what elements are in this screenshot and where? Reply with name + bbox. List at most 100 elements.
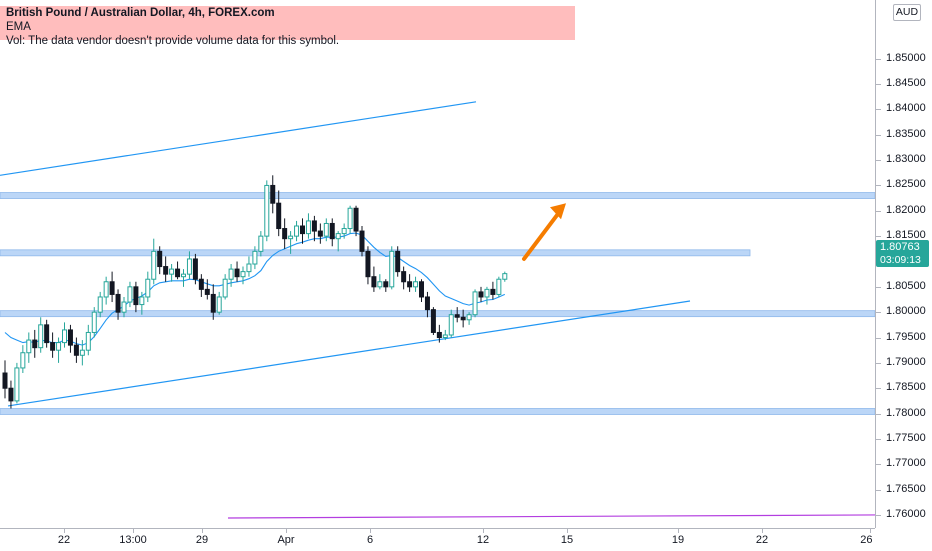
candle-body (103, 281, 109, 298)
price-tick-label: 1.80000 (886, 305, 926, 318)
volume-note: Vol: The data vendor doesn't provide vol… (6, 35, 340, 47)
price-tick-label: 1.81500 (886, 229, 926, 242)
candle-body (234, 268, 240, 278)
candle-body (157, 250, 163, 268)
price-tick-mark (876, 489, 881, 491)
price-tick-label: 1.76000 (886, 507, 926, 520)
price-tick-mark (876, 210, 881, 212)
price-tick-mark (876, 286, 881, 288)
last-price-tag: 1.80763 03:09:13 (876, 240, 929, 267)
candle-body (127, 286, 133, 303)
candle-body (26, 339, 32, 354)
time-tick-mark (567, 529, 568, 533)
candle-body (121, 301, 127, 313)
time-axis[interactable]: 22 13:00 29 Apr 6 12 15 19 22 26 (0, 528, 875, 551)
price-tick-mark (876, 388, 881, 390)
candle-body (228, 268, 234, 280)
candle-body (424, 296, 430, 311)
candle-body (371, 276, 377, 288)
projection-arrow-shaft (522, 209, 562, 261)
price-tick-label: 1.84500 (886, 77, 926, 90)
price-tick-label: 1.85000 (886, 51, 926, 64)
candle-body (484, 288, 490, 298)
support-resistance-zone (0, 249, 751, 257)
candle-body (175, 268, 181, 278)
candle-body (478, 291, 484, 298)
candle-body (341, 228, 347, 235)
symbol-legend: British Pound / Australian Dollar, 4h, F… (0, 6, 575, 47)
price-tick-label: 1.84000 (886, 102, 926, 115)
candle-body (97, 296, 103, 313)
candle-body (38, 324, 44, 349)
price-tick-mark (876, 134, 881, 136)
candle-body (44, 324, 50, 344)
time-tick-label: 22 (57, 534, 71, 546)
price-tick-label: 1.82500 (886, 178, 926, 191)
price-tick-mark (876, 413, 881, 415)
price-tick-label: 1.78000 (886, 406, 926, 419)
price-tick-label: 1.78500 (886, 381, 926, 394)
time-tick-mark (133, 529, 134, 533)
candle-body (67, 329, 73, 346)
candle-body (192, 258, 198, 280)
candle-body (216, 296, 222, 313)
time-tick-mark (483, 529, 484, 533)
candle-body (395, 250, 401, 273)
candle-body (353, 207, 359, 232)
time-tick-mark (762, 529, 763, 533)
candle-body (454, 314, 460, 318)
support-resistance-zone (0, 310, 875, 318)
price-tick-mark (876, 109, 881, 111)
time-tick-mark (678, 529, 679, 533)
price-tick-mark (876, 464, 881, 466)
candle-body (377, 281, 383, 288)
candle-body (270, 184, 276, 204)
candle-body (288, 235, 294, 240)
symbol-title[interactable]: British Pound / Australian Dollar, 4h, F… (6, 7, 275, 19)
indicator-ema-label[interactable]: EMA (6, 21, 31, 33)
time-tick-mark (64, 529, 65, 533)
price-tick-label: 1.77000 (886, 457, 926, 470)
price-tick-mark (876, 185, 881, 187)
candle-body (311, 220, 317, 232)
time-tick-mark (286, 529, 287, 533)
price-tick-label: 1.77500 (886, 431, 926, 444)
candle-body (56, 342, 62, 351)
candle-body (32, 339, 38, 349)
price-tick-mark (876, 58, 881, 60)
candle-body (2, 372, 8, 389)
price-tick-mark (876, 236, 881, 238)
time-tick-label: 19 (671, 534, 685, 546)
candle-body (246, 263, 252, 273)
candle-body (169, 268, 175, 275)
price-tick-label: 1.83000 (886, 153, 926, 166)
candle-body (91, 311, 97, 333)
candle-body (145, 278, 151, 298)
candle-body (335, 233, 341, 240)
candle-body (85, 331, 91, 351)
candle-body (389, 250, 395, 288)
price-axis[interactable]: 1.85000 1.84500 1.84000 1.83500 1.83000 1.825… (875, 0, 932, 528)
plot-canvas[interactable] (0, 0, 875, 528)
candle-body (240, 271, 246, 278)
price-tick-mark (876, 160, 881, 162)
candle-body (186, 258, 192, 275)
currency-badge[interactable]: AUD (893, 4, 921, 21)
time-tick-label: 15 (560, 534, 574, 546)
candle-body (252, 250, 258, 265)
candle-body (496, 278, 502, 295)
candle-body (276, 202, 282, 230)
candle-body (329, 222, 335, 240)
candle-body (282, 228, 288, 240)
candle-body (109, 281, 115, 295)
candle-body (133, 286, 139, 306)
candle-body (383, 281, 389, 288)
candle-body (323, 222, 329, 237)
trendline (0, 101, 477, 176)
candle-body (264, 184, 270, 237)
trendline (7, 300, 691, 407)
candle-body (163, 266, 169, 275)
candle-body (448, 314, 454, 336)
time-tick-mark (202, 529, 203, 533)
